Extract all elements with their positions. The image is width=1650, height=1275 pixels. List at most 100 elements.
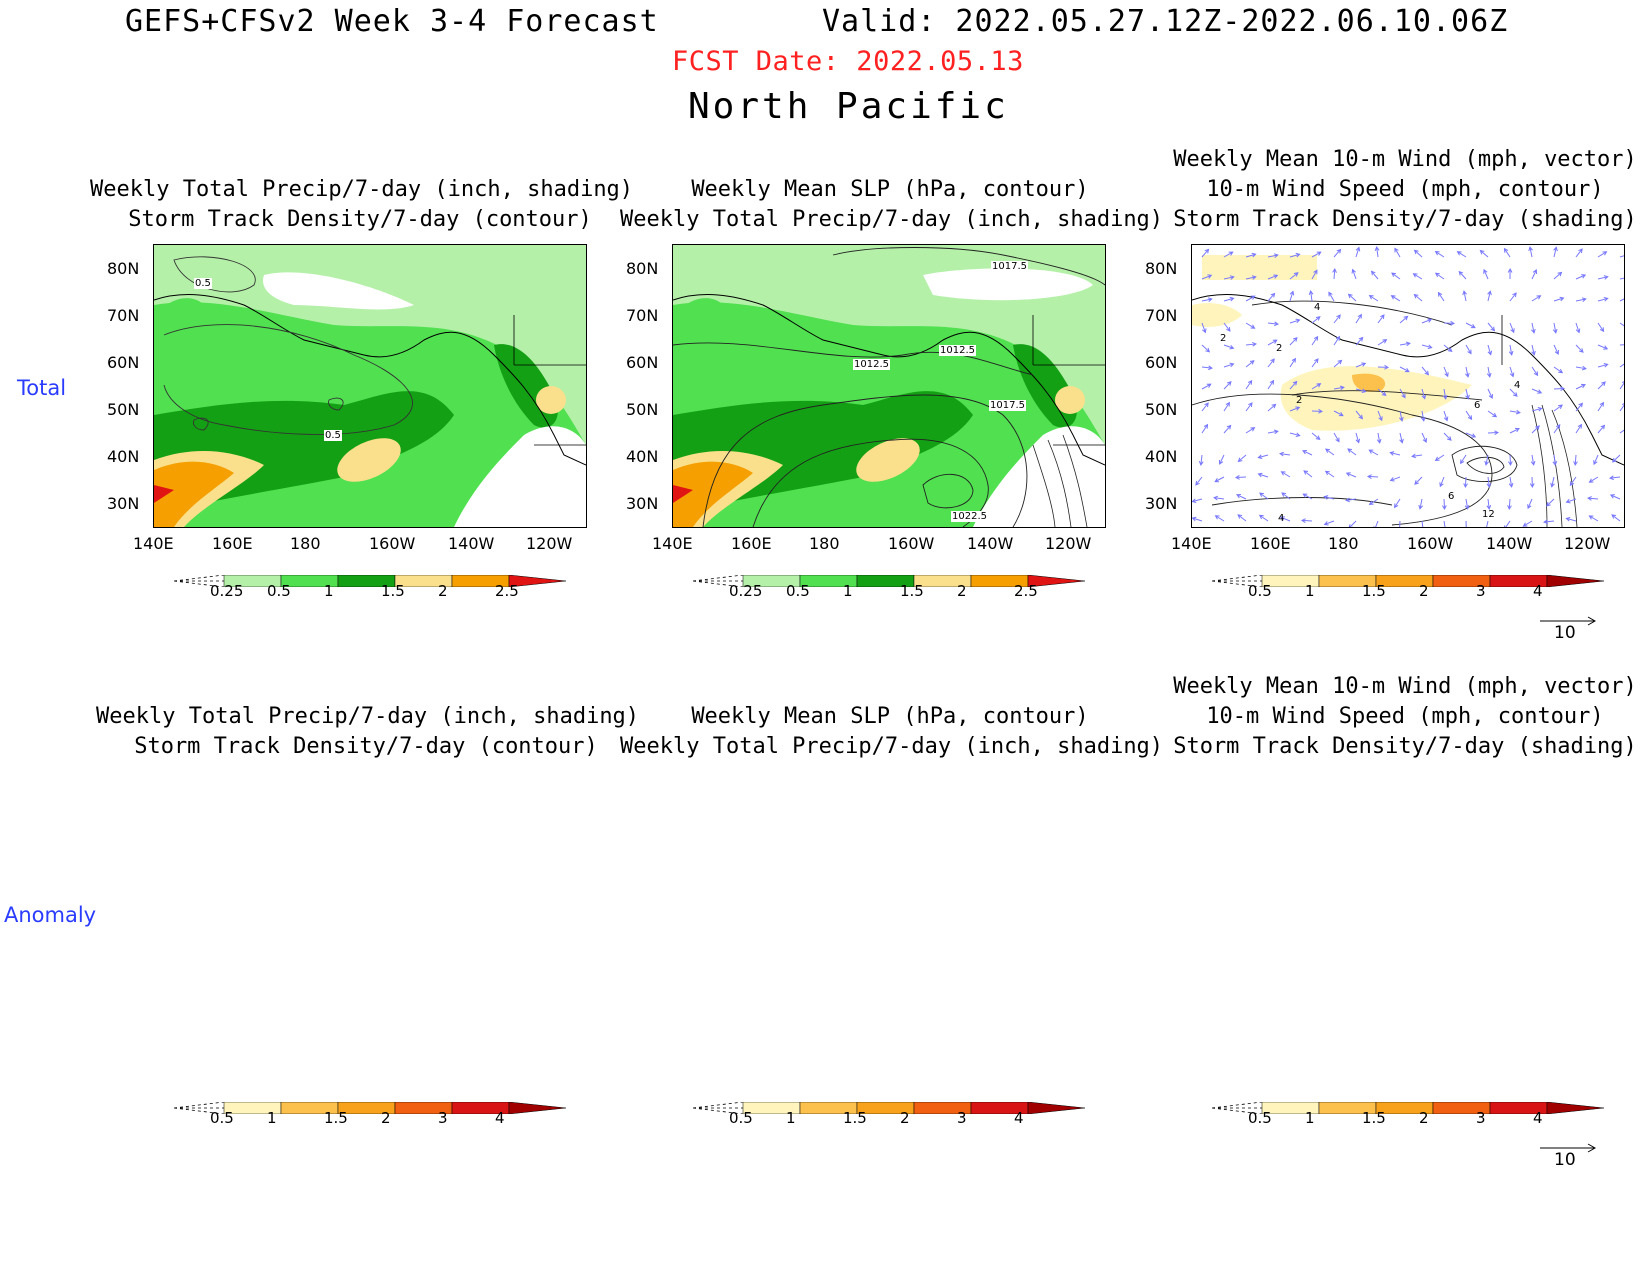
contour-label: 1012.5 <box>853 359 890 370</box>
wind-vector <box>1531 344 1536 356</box>
wind-vector <box>1552 322 1558 334</box>
contour-label: 4 <box>1278 513 1285 524</box>
wind-vector <box>1333 432 1340 443</box>
wind-vector <box>1421 366 1430 376</box>
lat-tick-label: 80N <box>626 259 659 278</box>
colorbar-label: 0.25 <box>210 582 244 600</box>
lat-tick-label: 40N <box>626 447 659 466</box>
contour-label: 2 <box>1220 333 1227 344</box>
wind-vector <box>1552 454 1558 466</box>
wind-vector <box>1267 379 1275 390</box>
colorbar-swatches <box>692 1101 1086 1115</box>
wind-vector <box>1308 290 1314 302</box>
wind-vector <box>1192 516 1203 522</box>
wind-vector <box>1529 476 1535 489</box>
wind-vector <box>1394 247 1401 258</box>
wind-vector <box>1370 270 1379 280</box>
lon-tick-label: 120W <box>526 534 573 553</box>
wind-vector <box>1394 498 1401 509</box>
wind-vector <box>1597 297 1609 302</box>
wind-vector <box>1245 360 1255 368</box>
colorbar-label: 1 <box>786 1109 796 1127</box>
wind-vector <box>1443 344 1453 352</box>
wind-vector <box>1267 339 1278 346</box>
wind-vector <box>1486 476 1492 488</box>
wind-vector <box>1289 252 1301 258</box>
wind-vector <box>1201 297 1213 302</box>
wind-vector <box>1201 402 1209 412</box>
wind-vector <box>1201 365 1213 371</box>
wind-vector <box>1279 516 1291 522</box>
wind-vector <box>1575 365 1587 371</box>
contour-label: 0.5 <box>324 430 342 441</box>
wind-vector <box>1573 454 1578 467</box>
colorbar-label: 1 <box>1305 1109 1315 1127</box>
wind-map: 4 2 2 2 6 4 6 12 4 <box>1191 244 1625 528</box>
wind-vector <box>1619 429 1624 434</box>
wind-vector <box>1531 425 1540 434</box>
contour-label: 0.5 <box>194 278 212 289</box>
wind-vector <box>1486 366 1492 378</box>
wind-vector <box>1619 403 1624 412</box>
wind-vector <box>1413 249 1423 258</box>
wind-vector <box>1507 267 1513 280</box>
wind-vector <box>1376 432 1382 444</box>
wind-vector <box>1509 388 1518 397</box>
wind-anomaly-panel-title: Weekly Mean 10-m Wind (mph, vector) 10-m… <box>1145 672 1650 762</box>
wind-vector <box>1597 275 1609 280</box>
lat-tick-label: 80N <box>107 259 140 278</box>
colorbar-label: 1.5 <box>1362 582 1386 600</box>
wind-vector <box>1366 474 1379 479</box>
colorbar-label: 1.5 <box>381 582 405 600</box>
wind-vector <box>1483 268 1489 280</box>
lon-tick-label: 120W <box>1045 534 1092 553</box>
lat-tick-label: 50N <box>626 400 659 419</box>
lon-tick-label: 140W <box>448 534 495 553</box>
lat-tick-label: 50N <box>107 400 140 419</box>
wind-vector <box>1332 267 1337 280</box>
wind-vector <box>1279 451 1291 457</box>
wind-vector <box>1531 388 1543 394</box>
lon-tick-label: 160W <box>888 534 935 553</box>
wind-vector <box>1553 404 1563 412</box>
wind-vector <box>1487 430 1500 436</box>
wind-vector <box>1531 366 1539 377</box>
wind-vector <box>1597 401 1605 412</box>
colorbar-below-extension <box>173 574 225 588</box>
contour-label: 1012.5 <box>939 345 976 356</box>
colorbar-label: 0.5 <box>267 582 291 600</box>
wind-vector <box>1245 427 1256 434</box>
wind-vector <box>1389 451 1401 456</box>
wind-vector <box>1597 344 1609 350</box>
wind-vector <box>1237 454 1247 463</box>
lat-tick-label: 80N <box>1145 259 1178 278</box>
wind-vector <box>1333 314 1341 324</box>
wind-vector <box>1245 295 1256 302</box>
lat-tick-label: 40N <box>107 447 140 466</box>
wind-vector <box>1619 381 1624 390</box>
slp-title-line-1: Weekly Mean SLP (hPa, contour) <box>691 177 1089 202</box>
colorbar-label: 4 <box>1533 1109 1543 1127</box>
wind-vector <box>1328 291 1335 302</box>
wind-vector <box>1421 318 1433 324</box>
wind-vector <box>1456 251 1467 258</box>
precip-title-line-1: Weekly Total Precip/7-day (inch, shading… <box>90 177 634 202</box>
wind-vector <box>1545 498 1555 507</box>
colorbar-swatches <box>1211 574 1605 588</box>
wind-vector <box>1355 432 1361 444</box>
colorbar-above-extension <box>1027 1101 1086 1115</box>
wind-vector <box>1487 290 1492 302</box>
wind-vector <box>1531 269 1538 280</box>
wind-vector <box>1355 313 1362 324</box>
wind-vector <box>1333 359 1343 368</box>
wind-vector <box>1236 493 1247 500</box>
wind-vector <box>1303 470 1313 478</box>
wind-vector <box>1399 366 1410 373</box>
wind-vector <box>1311 269 1318 280</box>
colorbar-label: 4 <box>495 1109 505 1127</box>
wind-anom-title-line-1: Weekly Mean 10-m Wind (mph, vector) <box>1173 674 1637 699</box>
wind-vector <box>1333 335 1341 346</box>
wind-vector <box>1368 295 1379 302</box>
wind-vector <box>1569 476 1577 487</box>
wind-vector <box>1355 336 1364 346</box>
